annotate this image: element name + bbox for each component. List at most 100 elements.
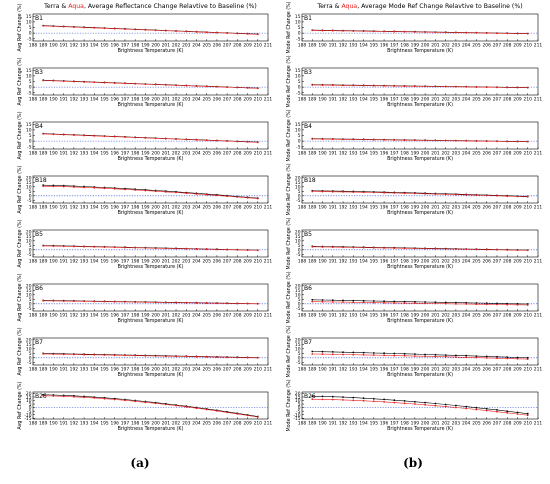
panel-a: Terra & Aqua, Average Reflectance Change…: [17, 3, 272, 432]
x-tick-label: 196: [380, 43, 389, 49]
aqua-series-point: [444, 139, 447, 142]
x-tick-label: 190: [318, 367, 327, 373]
x-tick-label: 194: [359, 97, 368, 103]
x-axis-label: Brightness Temperature (K): [387, 156, 453, 162]
x-tick-label: 207: [223, 205, 232, 211]
aqua-series-point: [216, 31, 218, 34]
aqua-series-point: [164, 301, 167, 304]
aqua-series-point: [455, 356, 457, 358]
panel-a-label: (a): [130, 456, 149, 470]
x-tick-label: 208: [233, 259, 242, 265]
aqua-series-line: [312, 84, 528, 88]
x-tick-label: 188: [298, 367, 307, 373]
y-tick-label: 0: [29, 85, 32, 91]
terra-series-point: [465, 354, 468, 357]
aqua-series-point: [52, 185, 55, 188]
x-tick-label: 203: [452, 259, 461, 265]
aqua-series-point: [124, 301, 126, 303]
y-tick-label: 0: [298, 31, 301, 37]
x-tick-label: 200: [421, 367, 430, 373]
y-tick-label: 5: [298, 297, 301, 303]
x-tick-label: 209: [513, 205, 522, 211]
aqua-series-point: [154, 83, 157, 86]
y-tick-label: 15: [295, 122, 301, 128]
aqua-series-point: [216, 85, 218, 88]
x-tick-label: 194: [90, 421, 99, 427]
y-tick-label: -5: [296, 306, 301, 312]
terra-series-point: [414, 300, 416, 303]
aqua-series-point: [134, 301, 137, 303]
aqua-series-point: [52, 245, 55, 248]
aqua-series-point: [526, 358, 529, 360]
aqua-series-point: [331, 246, 334, 249]
aqua-series-point: [134, 82, 137, 85]
x-tick-label: 188: [298, 151, 307, 157]
x-tick-label: 200: [421, 313, 430, 319]
aqua-series-point: [256, 33, 259, 36]
aqua-series-point: [455, 406, 457, 409]
aqua-series-point: [352, 30, 355, 32]
x-tick-label: 195: [100, 259, 109, 265]
aqua-series-point: [372, 301, 375, 304]
x-tick-label: 208: [233, 313, 242, 319]
x-tick-label: 211: [534, 313, 543, 319]
y-axis-label: Avg Ref Change (%): [17, 273, 23, 321]
y-tick-label: -10: [293, 412, 300, 418]
y-tick-label: 15: [295, 342, 301, 348]
aqua-series-point: [83, 396, 85, 399]
x-tick-label: 202: [441, 367, 450, 373]
x-tick-label: 197: [390, 313, 399, 319]
terra-series-point: [383, 300, 385, 303]
x-tick-label: 193: [80, 205, 89, 211]
aqua-series-point: [434, 247, 437, 250]
x-tick-label: 207: [223, 259, 232, 265]
y-tick-label: 10: [26, 346, 32, 352]
aqua-series-point: [154, 247, 157, 250]
aqua-series-point: [311, 29, 314, 32]
aqua-series-line: [43, 25, 258, 35]
aqua-series-point: [246, 356, 249, 359]
x-tick-label: 199: [141, 97, 150, 103]
x-tick-label: 209: [243, 421, 252, 427]
aqua-series-point: [455, 248, 457, 251]
aqua-series-point: [113, 135, 116, 138]
aqua-series-point: [42, 245, 45, 247]
aqua-series-point: [154, 355, 157, 357]
aqua-series-point: [144, 137, 147, 139]
x-tick-label: 192: [339, 313, 348, 319]
x-tick-label: 209: [513, 97, 522, 103]
terra-series-point: [372, 300, 375, 302]
aqua-series-point: [506, 140, 509, 143]
x-tick-label: 204: [462, 43, 471, 49]
x-tick-label: 198: [131, 367, 140, 373]
x-tick-label: 197: [121, 313, 130, 319]
x-tick-label: 198: [400, 97, 409, 103]
x-tick-label: 198: [131, 151, 140, 157]
x-tick-label: 189: [39, 259, 48, 265]
x-tick-label: 194: [90, 205, 99, 211]
aqua-series-point: [216, 410, 218, 412]
y-tick-label: 5: [29, 297, 32, 303]
aqua-series-line: [312, 301, 528, 306]
x-tick-label: 191: [329, 43, 338, 49]
x-tick-label: 188: [29, 205, 38, 211]
y-tick-label: -5: [296, 90, 301, 96]
terra-series-point: [444, 354, 447, 356]
x-tick-label: 195: [100, 205, 109, 211]
aqua-series-point: [62, 300, 65, 302]
y-tick-label: 10: [295, 292, 301, 298]
x-tick-label: 200: [421, 205, 430, 211]
aqua-series-point: [124, 399, 126, 402]
aqua-series-point: [496, 248, 498, 251]
x-tick-label: 192: [70, 151, 79, 157]
x-tick-label: 207: [493, 259, 502, 265]
x-tick-label: 211: [264, 421, 273, 427]
y-tick-label: 5: [29, 351, 32, 357]
x-tick-label: 194: [90, 367, 99, 373]
x-tick-label: 202: [172, 259, 181, 265]
aqua-series-point: [434, 404, 437, 407]
terra-series-point: [434, 402, 437, 405]
aqua-series-point: [434, 85, 437, 88]
